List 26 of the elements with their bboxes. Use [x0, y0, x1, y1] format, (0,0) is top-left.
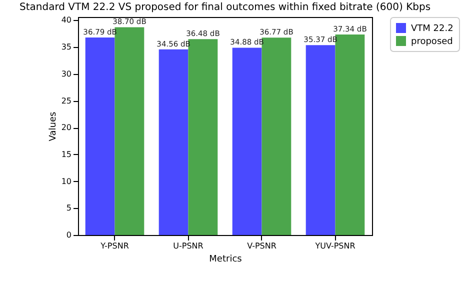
y-tick-label: 35	[61, 42, 72, 52]
legend-label: VTM 22.2	[411, 24, 454, 34]
y-tick-label: 20	[61, 123, 72, 132]
y-tick-label: 15	[61, 150, 72, 159]
legend-label: proposed	[411, 37, 453, 47]
y-tick-label: 30	[61, 69, 72, 78]
y-tick-label: 25	[61, 96, 72, 106]
x-axis-title: Metrics	[209, 254, 242, 264]
y-axis-title: Values	[48, 111, 58, 142]
x-tick-label: YUV-PSNR	[314, 242, 356, 250]
bar	[335, 34, 365, 235]
bar	[85, 37, 115, 235]
y-tick-label: 5	[66, 204, 72, 213]
y-tick-label: 40	[61, 16, 72, 25]
bar	[114, 27, 144, 235]
bar	[232, 48, 262, 235]
x-tick-label: Y-PSNR	[100, 242, 130, 250]
bar	[306, 45, 336, 235]
chart-title: Standard VTM 22.2 VS proposed for final outcomes within fixed bitrate (600) Kbps	[19, 2, 431, 14]
x-tick-label: V-PSNR	[247, 242, 277, 250]
bar	[158, 49, 188, 235]
y-tick-label: 10	[61, 176, 72, 186]
y-tick-label: 0	[66, 230, 72, 240]
bar	[188, 39, 218, 235]
x-tick-label: U-PSNR	[173, 242, 204, 250]
bar	[262, 38, 292, 235]
